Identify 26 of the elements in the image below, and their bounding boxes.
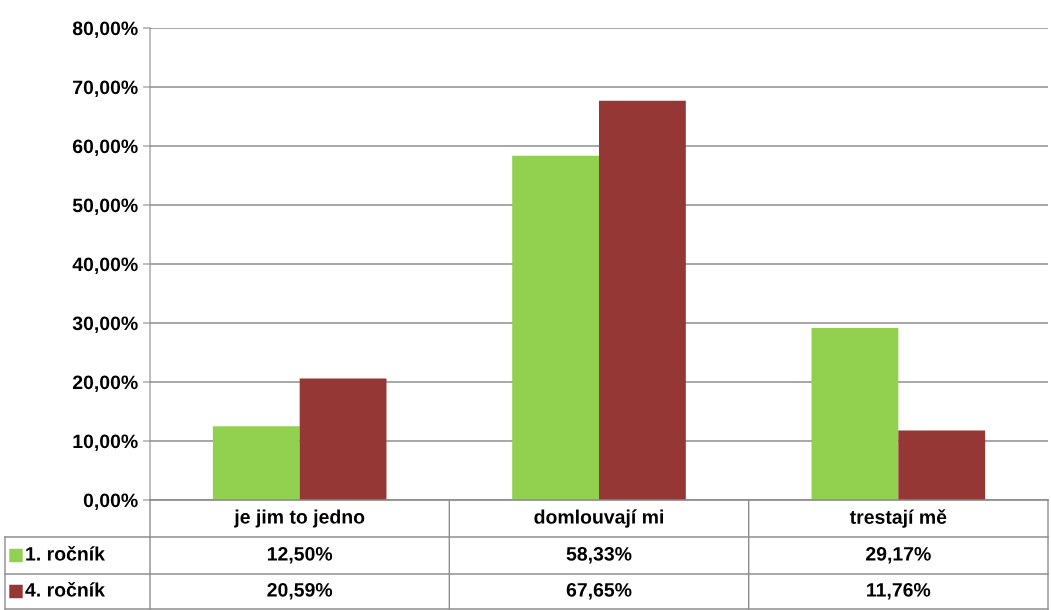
bar [512,155,599,500]
bar [299,378,387,500]
data-label: 58,33% [566,546,632,564]
data-label: 20,59% [267,582,333,600]
y-tick-label: 50,00% [72,198,138,216]
data-label: 12,50% [267,546,333,564]
bar [811,327,899,500]
bar [898,430,986,500]
y-tick-label: 40,00% [72,257,138,275]
y-tick-label: 20,00% [72,375,138,393]
bar [599,100,686,500]
bar [212,426,300,500]
data-label: 11,76% [867,582,931,600]
data-label: 67,65% [566,582,632,600]
legend-label: 1. ročník [26,546,105,561]
data-label: 29,17% [866,546,931,564]
x-tick-label: domlouvají mi [534,509,663,528]
x-tick-label: je jim to jedno [234,509,365,528]
legend-label: 4. ročník [25,582,105,597]
y-tick-label: 80,00% [72,21,138,39]
y-tick-label: 0,00% [83,493,138,511]
y-tick-label: 70,00% [73,80,138,98]
y-tick-label: 60,00% [72,139,138,157]
y-tick-label: 30,00% [72,316,138,334]
x-tick-label: trestají mě [849,509,947,528]
y-tick-label: 10,00% [73,434,138,452]
